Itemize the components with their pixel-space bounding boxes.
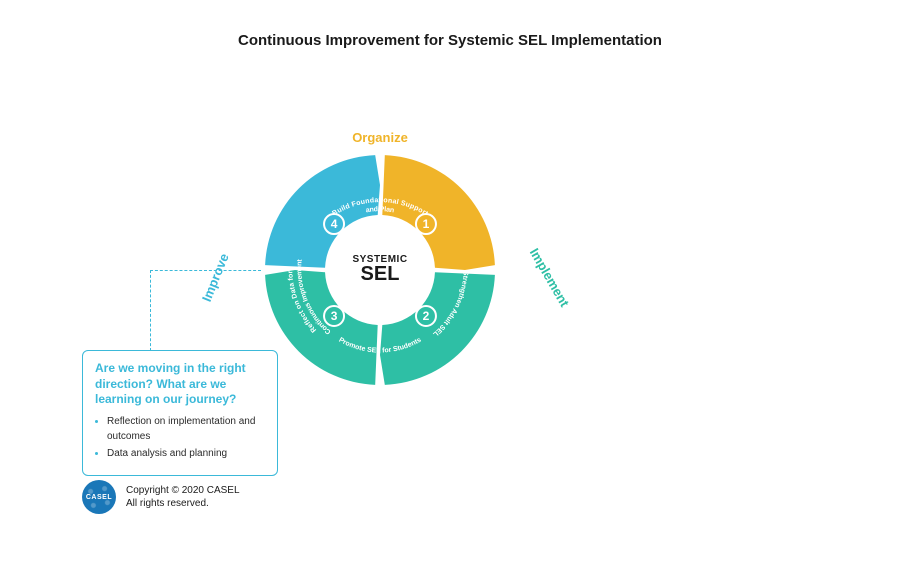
segment-number-2: 2 [423,309,430,323]
callout-bullets: Reflection on implementation and outcome… [95,414,265,461]
callout-bullet: Data analysis and planning [107,446,265,461]
page-title: Continuous Improvement for Systemic SEL … [0,32,900,49]
segment-number-4: 4 [331,217,338,231]
wheel-segment-4 [265,155,380,268]
copyright-text: Copyright © 2020 CASEL All rights reserv… [126,484,240,510]
outer-label-organize: Organize [260,130,500,145]
copyright-block: CASEL Copyright © 2020 CASEL All rights … [82,480,240,514]
outer-label-implement: Implement [527,246,572,310]
segment-number-3: 3 [331,309,338,323]
callout-bullet: Reflection on implementation and outcome… [107,414,265,444]
segment-number-1: 1 [423,217,430,231]
logo-text: CASEL [86,494,112,501]
wheel-segment-1 [382,155,495,270]
casel-logo: CASEL [82,480,116,514]
improve-callout: Are we moving in the right direction? Wh… [82,350,278,476]
callout-heading: Are we moving in the right direction? Wh… [95,361,265,408]
copyright-line1: Copyright © 2020 CASEL [126,484,240,497]
segment-label-1: and Plan [365,206,394,214]
cycle-wheel: Build Foundational Supportand PlanStreng… [260,150,500,390]
copyright-line2: All rights reserved. [126,497,240,510]
wheel-svg: Build Foundational Supportand PlanStreng… [260,150,500,390]
